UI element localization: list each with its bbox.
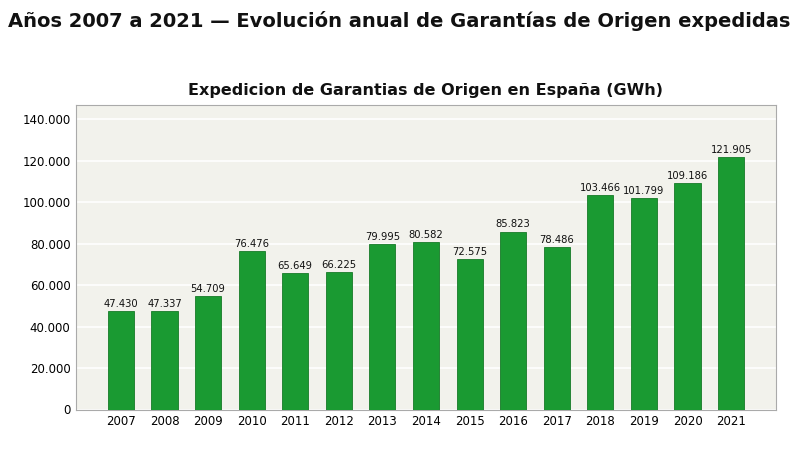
Bar bbox=[413, 243, 439, 410]
Text: 76.476: 76.476 bbox=[234, 239, 269, 249]
Bar bbox=[282, 273, 308, 410]
Text: 47.337: 47.337 bbox=[147, 299, 182, 309]
Text: 66.225: 66.225 bbox=[322, 260, 356, 270]
Bar bbox=[108, 311, 134, 410]
Bar bbox=[151, 311, 178, 410]
Bar bbox=[370, 243, 395, 410]
Text: 47.430: 47.430 bbox=[103, 299, 138, 309]
Bar bbox=[238, 251, 265, 410]
Bar bbox=[544, 247, 570, 410]
Bar bbox=[326, 272, 352, 410]
Text: 80.582: 80.582 bbox=[409, 230, 443, 240]
Text: 65.649: 65.649 bbox=[278, 261, 313, 271]
Bar bbox=[631, 198, 657, 410]
Title: Expedicion de Garantias de Origen en España (GWh): Expedicion de Garantias de Origen en Esp… bbox=[189, 83, 663, 98]
Text: Años 2007 a 2021 — Evolución anual de Garantías de Origen expedidas: Años 2007 a 2021 — Evolución anual de Ga… bbox=[8, 11, 790, 31]
Text: 121.905: 121.905 bbox=[710, 145, 752, 155]
Bar bbox=[195, 296, 221, 410]
Bar bbox=[674, 183, 701, 410]
Text: 103.466: 103.466 bbox=[580, 183, 621, 193]
Text: 54.709: 54.709 bbox=[190, 284, 226, 294]
Text: 72.575: 72.575 bbox=[452, 247, 487, 257]
Text: 78.486: 78.486 bbox=[539, 235, 574, 245]
Bar bbox=[718, 157, 744, 410]
Text: 85.823: 85.823 bbox=[496, 219, 530, 229]
Bar bbox=[457, 259, 482, 410]
Text: 79.995: 79.995 bbox=[365, 232, 400, 242]
Bar bbox=[587, 195, 614, 410]
Bar bbox=[500, 232, 526, 410]
Text: 109.186: 109.186 bbox=[667, 171, 708, 181]
Text: 101.799: 101.799 bbox=[623, 186, 665, 196]
